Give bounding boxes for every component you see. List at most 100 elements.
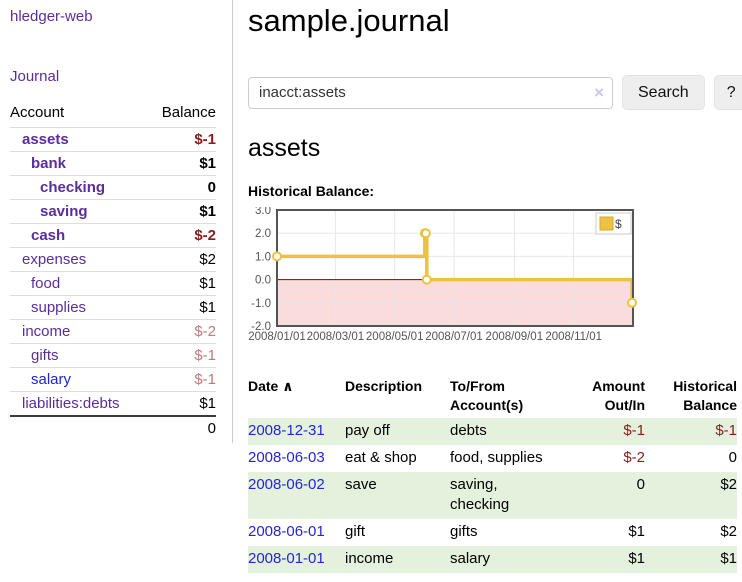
transaction-accounts: debts [450, 422, 487, 439]
svg-text:-2.0: -2.0 [251, 321, 271, 333]
svg-text:2.0: 2.0 [255, 228, 271, 240]
transaction-accounts: food, supplies [450, 449, 543, 466]
account-balance: $1 [147, 391, 216, 416]
account-link-cash[interactable]: cash [31, 227, 66, 244]
column-header-description: Description [345, 378, 423, 394]
transaction-row: 2008-06-03 eat & shop food, supplies $-2… [248, 445, 737, 472]
transaction-balance: $2 [720, 523, 737, 540]
account-row: salary $-1 [10, 367, 216, 392]
account-balance: $1 [147, 199, 216, 224]
transaction-description: eat & shop [345, 449, 417, 466]
account-row: gifts $-1 [10, 343, 216, 368]
historical-balance-chart: $3.0 2.0 1.0 0.0 -1.0 -2.0 2008/01/01 2008/03/0… [245, 205, 740, 351]
account-row: liabilities:debts $1 [10, 391, 216, 416]
account-balance: $-1 [147, 367, 216, 392]
account-balance: $-2 [147, 319, 216, 344]
account-link-food[interactable]: food [31, 275, 61, 292]
account-link-liabilities-debts[interactable]: liabilities:debts [22, 395, 120, 412]
account-link-supplies[interactable]: supplies [31, 299, 87, 316]
svg-text:2008/01/01: 2008/01/01 [248, 331, 306, 343]
transaction-amount: $1 [628, 523, 645, 540]
accounts-total-row: 0 [10, 415, 216, 440]
transaction-row: 2008-01-01 income salary $1 $1 [248, 546, 737, 573]
main-content: sample.journal × Search ? assets Histori… [245, 0, 742, 573]
nav-journal-link[interactable]: Journal [10, 68, 60, 85]
account-link-assets[interactable]: assets [22, 131, 69, 148]
transaction-description: gift [345, 523, 366, 540]
transaction-description: save [345, 476, 377, 493]
account-balance: $1 [147, 151, 216, 176]
account-row: bank $1 [10, 151, 216, 176]
transaction-amount: $-1 [623, 422, 645, 439]
clear-search-icon[interactable]: × [594, 82, 604, 102]
transaction-balance: $1 [720, 550, 737, 567]
search-input[interactable] [248, 76, 613, 109]
transaction-amount: $1 [628, 550, 645, 567]
svg-text:1.0: 1.0 [255, 251, 271, 263]
account-row: checking 0 [10, 175, 216, 200]
account-link-salary[interactable]: salary [31, 371, 72, 388]
accounts-table-header: Account Balance [10, 101, 216, 128]
svg-text:0.0: 0.0 [255, 275, 271, 287]
transaction-date-link[interactable]: 2008-01-01 [248, 550, 325, 567]
column-header-balance: Historical Balance [673, 378, 737, 413]
accounts-total-value: 0 [147, 415, 216, 440]
account-link-income[interactable]: income [22, 323, 71, 340]
account-balance: $-2 [147, 223, 216, 248]
svg-text:2008/09/01: 2008/09/01 [486, 331, 544, 343]
column-header-date-sortable[interactable]: Date ∧ [248, 378, 294, 394]
account-row: supplies $1 [10, 295, 216, 320]
transaction-row: 2008-06-01 gift gifts $1 $2 [248, 519, 737, 546]
account-link-saving[interactable]: saving [40, 203, 88, 220]
balance-column-header: Balance [161, 104, 216, 121]
transaction-balance: 0 [728, 449, 737, 466]
account-heading: assets [248, 134, 321, 162]
transaction-date-link[interactable]: 2008-06-03 [248, 449, 325, 466]
account-balance: $-1 [147, 343, 216, 368]
account-balance: $-1 [147, 127, 216, 152]
column-header-amount: Amount Out/In [592, 378, 645, 413]
register-table: Date ∧ Description To/From Account(s) Am… [248, 374, 737, 573]
transaction-amount: 0 [636, 476, 645, 493]
account-balance: 0 [147, 175, 216, 200]
app-brand-link[interactable]: hledger-web [10, 8, 93, 25]
search-help-button[interactable]: ? [713, 75, 742, 110]
transaction-balance: $2 [720, 476, 737, 493]
account-row: assets $-1 [10, 127, 216, 152]
transaction-date-link[interactable]: 2008-06-01 [248, 523, 325, 540]
transaction-accounts: saving, checking [450, 476, 510, 513]
accounts-column-header: Account [10, 104, 65, 121]
account-row: expenses $2 [10, 247, 216, 272]
account-link-checking[interactable]: checking [40, 179, 106, 196]
search-button[interactable]: Search [622, 75, 705, 110]
svg-text:3.0: 3.0 [255, 207, 271, 217]
svg-text:2008/11/01: 2008/11/01 [545, 331, 602, 343]
search-field-wrap: × [248, 76, 613, 109]
sidebar: hledger-web Journal Account Balance asse… [0, 0, 233, 443]
page-title: sample.journal [248, 3, 450, 38]
svg-text:$: $ [615, 217, 622, 231]
search-form: × Search ? [248, 75, 742, 110]
svg-text:-1.0: -1.0 [251, 298, 271, 310]
column-header-accounts: To/From Account(s) [450, 378, 524, 413]
account-link-gifts[interactable]: gifts [31, 347, 59, 364]
transaction-description: pay off [345, 422, 390, 439]
transaction-row: 2008-12-31 pay off debts $-1 $-1 [248, 418, 737, 445]
transaction-date-link[interactable]: 2008-12-31 [248, 422, 325, 439]
transaction-description: income [345, 550, 394, 567]
account-row: food $1 [10, 271, 216, 296]
account-link-bank[interactable]: bank [31, 155, 67, 172]
transaction-date-link[interactable]: 2008-06-02 [248, 476, 325, 493]
svg-text:2008/05/01: 2008/05/01 [366, 331, 424, 343]
sort-ascending-icon: ∧ [282, 378, 294, 394]
chart-title: Historical Balance: [248, 183, 375, 199]
account-row: saving $1 [10, 199, 216, 224]
account-link-expenses[interactable]: expenses [22, 251, 87, 268]
transaction-amount: $-2 [623, 449, 645, 466]
account-balance: $2 [147, 247, 216, 272]
transaction-accounts: salary [450, 550, 491, 567]
transaction-accounts: gifts [450, 523, 478, 540]
register-header-row: Date ∧ Description To/From Account(s) Am… [248, 374, 737, 418]
